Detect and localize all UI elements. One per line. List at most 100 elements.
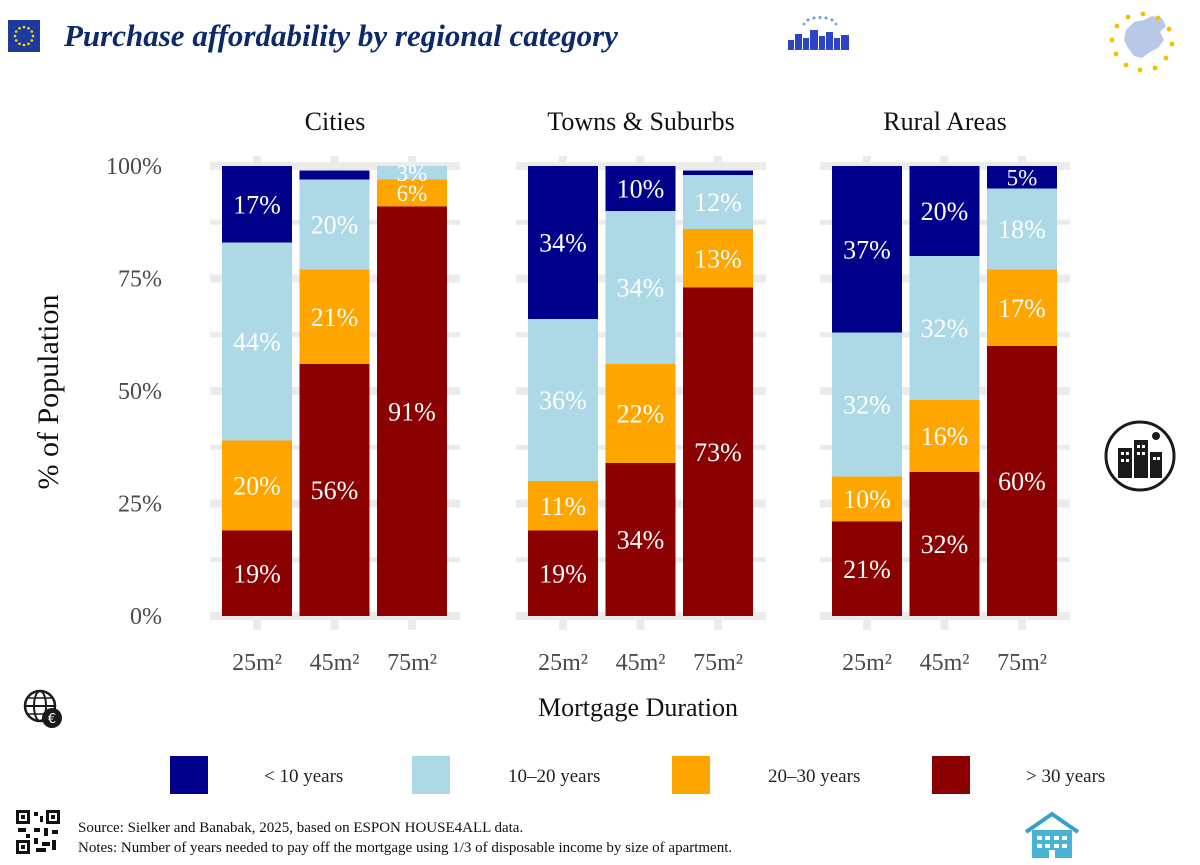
bar-segment <box>832 332 902 477</box>
data-label: 11% <box>540 492 587 521</box>
bar-segment <box>832 521 902 616</box>
data-label: 37% <box>843 235 891 264</box>
x-tick-label: 25m² <box>232 650 282 676</box>
data-label: 6% <box>397 181 428 206</box>
bar-segment <box>222 440 292 531</box>
data-label: 36% <box>539 386 587 415</box>
data-label: 20% <box>921 197 969 226</box>
bar-segment <box>222 530 292 616</box>
legend-swatch-gt30 <box>932 756 970 794</box>
bar-segment <box>683 170 753 175</box>
notes-text: Notes: Number of years needed to pay off… <box>78 840 733 856</box>
city-skyline-logo-icon <box>788 16 849 50</box>
bar-segment <box>987 166 1057 189</box>
y-tick-label: 0% <box>130 604 162 630</box>
globe-euro-icon: € <box>23 689 62 728</box>
data-label: 19% <box>233 559 281 588</box>
data-label: 5% <box>1007 165 1038 190</box>
bar-segment <box>605 166 676 211</box>
legend-label-gt30: > 30 years <box>1026 766 1106 787</box>
bar-segment <box>909 166 980 256</box>
legend-label-lt10: < 10 years <box>264 766 344 787</box>
data-label: 21% <box>843 555 891 584</box>
y-tick-label: 75% <box>118 267 162 293</box>
data-label: 21% <box>311 303 359 332</box>
bar-segment <box>987 188 1057 270</box>
y-tick-label: 25% <box>118 492 162 518</box>
x-tick-label: 45m² <box>310 650 360 676</box>
data-label: 91% <box>388 397 436 426</box>
legend-swatch-10-20 <box>412 756 450 794</box>
x-tick-label: 45m² <box>920 650 970 676</box>
y-tick-label: 100% <box>106 154 162 180</box>
y-axis-label: % of Population <box>32 295 65 490</box>
bar-segment <box>909 472 980 616</box>
x-tick-label: 75m² <box>997 650 1047 676</box>
data-label: 34% <box>617 274 665 303</box>
bar-segment <box>909 256 980 400</box>
data-label: 20% <box>233 472 281 501</box>
data-label: 32% <box>921 530 969 559</box>
data-label: 19% <box>539 559 587 588</box>
eu-flag-icon <box>8 20 40 52</box>
bar-segment <box>377 206 447 616</box>
data-label: 10% <box>617 175 665 204</box>
data-label: 22% <box>617 400 665 429</box>
bar-segment <box>299 179 370 270</box>
data-label: 20% <box>311 211 359 240</box>
bar-segment <box>528 319 598 481</box>
bar-segment <box>299 364 370 616</box>
bar-segment <box>683 175 753 229</box>
bar-segment <box>987 269 1057 346</box>
qr-code-icon <box>14 808 62 856</box>
legend-swatch-20-30 <box>672 756 710 794</box>
bar-segment <box>528 166 598 319</box>
house-icon <box>1024 811 1080 858</box>
data-label: 12% <box>694 188 742 217</box>
bar-segment <box>299 269 370 364</box>
x-tick-label: 75m² <box>693 650 743 676</box>
bar-segment <box>605 463 676 616</box>
x-axis-label: Mortgage Duration <box>538 693 738 722</box>
data-label: 73% <box>694 438 742 467</box>
bar-segment <box>909 400 980 472</box>
panel-title: Cities <box>305 107 366 136</box>
bar-segment <box>605 211 676 364</box>
bar-segment <box>377 179 447 207</box>
bar-segment <box>683 287 753 616</box>
source-text: Source: Sielker and Banabak, 2025, based… <box>78 820 524 836</box>
city-buildings-icon <box>1104 420 1176 492</box>
legend-label-10-20: 10–20 years <box>508 766 601 787</box>
bar-segment <box>683 229 753 288</box>
bar-segment <box>377 166 447 180</box>
data-label: 13% <box>694 244 742 273</box>
data-label: 17% <box>998 294 1046 323</box>
bar-segment <box>528 530 598 616</box>
bar-segment <box>528 481 598 531</box>
bar-segment <box>832 166 902 333</box>
europe-map-stars-icon <box>1109 11 1175 73</box>
data-label: 60% <box>998 467 1046 496</box>
data-label: 18% <box>998 215 1046 244</box>
bar-segment <box>605 364 676 463</box>
chart-legend: < 10 years 10–20 years 20–30 years > 30 … <box>0 752 1200 798</box>
data-label: 17% <box>233 190 281 219</box>
data-label: 56% <box>311 476 359 505</box>
x-tick-label: 25m² <box>538 650 588 676</box>
data-label: 10% <box>843 485 891 514</box>
data-label: 3% <box>397 161 428 186</box>
data-label: 16% <box>921 422 969 451</box>
bar-segment <box>222 242 292 441</box>
data-label: 34% <box>539 229 587 258</box>
bar-segment <box>299 170 370 180</box>
data-label: 34% <box>617 526 665 555</box>
x-tick-label: 45m² <box>616 650 666 676</box>
page-title: Purchase affordability by regional categ… <box>64 18 618 53</box>
y-tick-label: 50% <box>118 379 162 405</box>
data-label: 32% <box>843 391 891 420</box>
panel-title: Towns & Suburbs <box>547 107 734 136</box>
data-label: 44% <box>233 328 281 357</box>
x-tick-label: 25m² <box>842 650 892 676</box>
data-label: 32% <box>921 314 969 343</box>
legend-label-20-30: 20–30 years <box>768 766 861 787</box>
